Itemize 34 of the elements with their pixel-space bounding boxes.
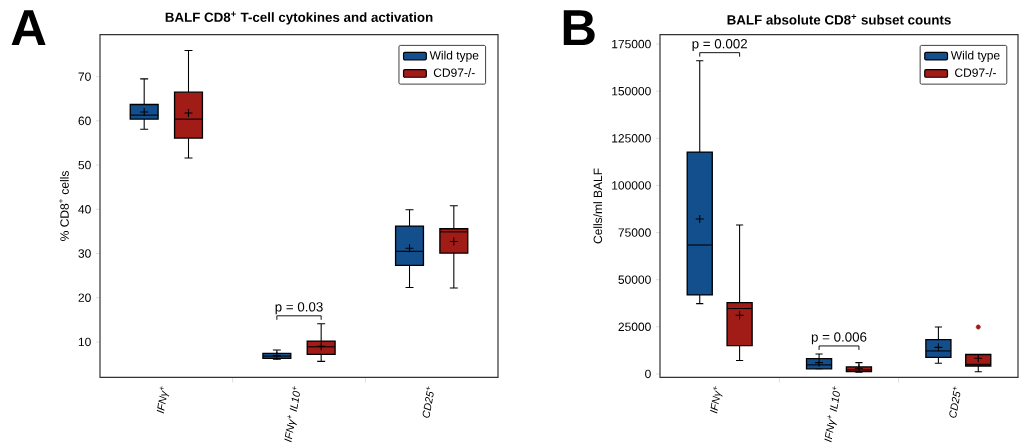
- y-tick-label: 50000: [618, 275, 651, 284]
- text: A: [11, 10, 46, 46]
- y-tick-label: 125000: [612, 134, 651, 143]
- y-tick-label: 20: [78, 293, 91, 302]
- legend-label: Wild type: [429, 50, 479, 62]
- chart-title: BALF CD8$^{+}$ T-cell cytokines and activation: [165, 11, 433, 25]
- y-tick-label: 25000: [618, 322, 651, 332]
- y-tick-label: 100000: [612, 181, 651, 190]
- y-axis-title: % CD8$^{+}$ cells: [58, 171, 69, 241]
- annotation: p = 0.006: [811, 332, 867, 345]
- x-tick-label: IFNγ$^{+}$: [156, 386, 170, 414]
- x-tick-label: IFNγ$^{+}$: [710, 386, 723, 414]
- annotation: p = 0.03: [275, 302, 323, 315]
- x-tick-label: CD25$^{+}$: [422, 386, 434, 418]
- legend-label: Wild type: [950, 50, 1000, 62]
- y-tick-label: 150000: [612, 86, 651, 96]
- y-tick-label: 75000: [618, 228, 651, 237]
- y-tick-label: 60: [78, 116, 91, 126]
- chart-title: BALF absolute CD8$^{+}$ subset counts: [727, 14, 951, 25]
- text: B: [563, 10, 595, 46]
- y-tick-label: 10: [78, 337, 91, 347]
- x-tick-label: IFNγ$^{+}$ IL10$^{+}$: [284, 386, 300, 443]
- annotation: p = 0.002: [692, 38, 747, 52]
- y-tick-label: 30: [78, 249, 91, 258]
- legend-label: CD97-/-: [433, 68, 475, 77]
- x-tick-label: IFNγ$^{+}$ IL10$^{+}$: [824, 386, 840, 443]
- y-tick-label: 40: [78, 205, 91, 214]
- y-tick-label: 175000: [612, 39, 651, 49]
- y-axis-title: Cells/ml BALF: [593, 168, 603, 244]
- x-tick-label: CD25$^{+}$: [949, 386, 961, 418]
- y-tick-label: 50: [78, 160, 91, 170]
- y-tick-label: 70: [78, 72, 91, 81]
- legend-label: CD97-/-: [955, 68, 996, 77]
- y-tick-label: 0: [645, 369, 651, 379]
